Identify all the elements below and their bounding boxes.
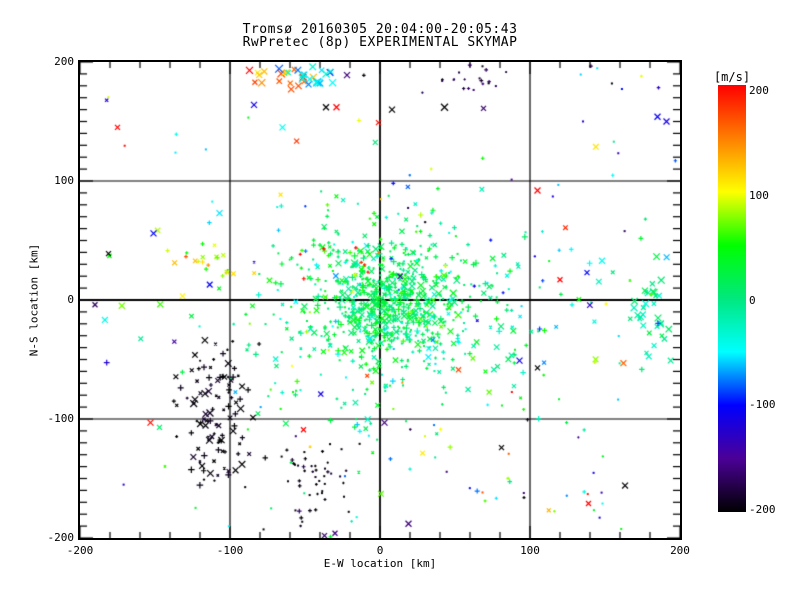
x-tick-label: -200 bbox=[66, 544, 94, 557]
colorbar bbox=[718, 85, 746, 512]
x-tick-label: 200 bbox=[670, 544, 690, 557]
y-tick-label: 100 bbox=[54, 174, 74, 187]
colorbar-tick-label: 200 bbox=[749, 84, 769, 97]
y-tick-label: -200 bbox=[47, 531, 75, 544]
plot-title-line2: RwPretec (8p) EXPERIMENTAL SKYMAP bbox=[242, 35, 518, 50]
plot-frame bbox=[78, 60, 682, 540]
x-axis-label: E-W location [km] bbox=[323, 557, 437, 570]
colorbar-tick-label: 100 bbox=[749, 188, 769, 202]
colorbar-tick-label: 0 bbox=[749, 293, 756, 307]
colorbar-tick-label: -100 bbox=[749, 398, 776, 412]
skymap-scatter-canvas bbox=[80, 62, 680, 538]
y-axis-label: N-S location [km] bbox=[27, 243, 41, 357]
x-tick-label: 0 bbox=[376, 544, 384, 557]
y-tick-label: 200 bbox=[54, 55, 74, 68]
y-tick-label: 0 bbox=[67, 293, 74, 306]
colorbar-tick-label: -200 bbox=[749, 503, 776, 516]
x-tick-label: -100 bbox=[216, 544, 244, 557]
x-tick-label: 100 bbox=[520, 544, 540, 557]
plot-title-line1: Tromsø 20160305 20:04:00-20:05:43 bbox=[242, 22, 518, 37]
colorbar-units-label: [m/s] bbox=[713, 70, 751, 84]
y-tick-label: -100 bbox=[47, 412, 75, 425]
